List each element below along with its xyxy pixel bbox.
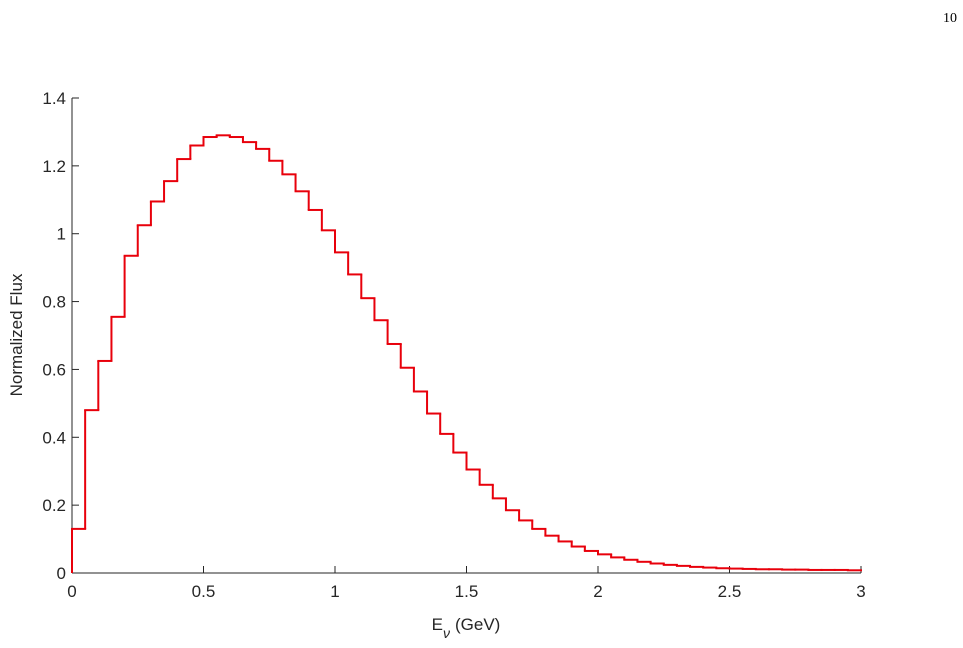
y-axis-label: Normalized Flux — [7, 273, 26, 396]
x-tick-label: 0 — [67, 582, 76, 601]
x-tick-label: 2 — [593, 582, 602, 601]
x-tick-label: 1 — [330, 582, 339, 601]
page-number: 10 — [943, 11, 957, 26]
x-tick-label: 2.5 — [718, 582, 742, 601]
y-tick-label: 0.8 — [42, 293, 66, 312]
x-tick-label: 3 — [856, 582, 865, 601]
y-tick-label: 0.4 — [42, 428, 66, 447]
y-tick-label: 0.2 — [42, 496, 66, 515]
x-tick-label: 1.5 — [455, 582, 479, 601]
x-tick-label: 0.5 — [192, 582, 216, 601]
y-tick-label: 1.4 — [42, 89, 66, 108]
y-tick-label: 0.6 — [42, 360, 66, 379]
y-tick-label: 1.2 — [42, 157, 66, 176]
x-axis-label: Eν (GeV) — [432, 615, 501, 641]
y-tick-label: 1 — [57, 225, 66, 244]
y-tick-label: 0 — [57, 564, 66, 583]
